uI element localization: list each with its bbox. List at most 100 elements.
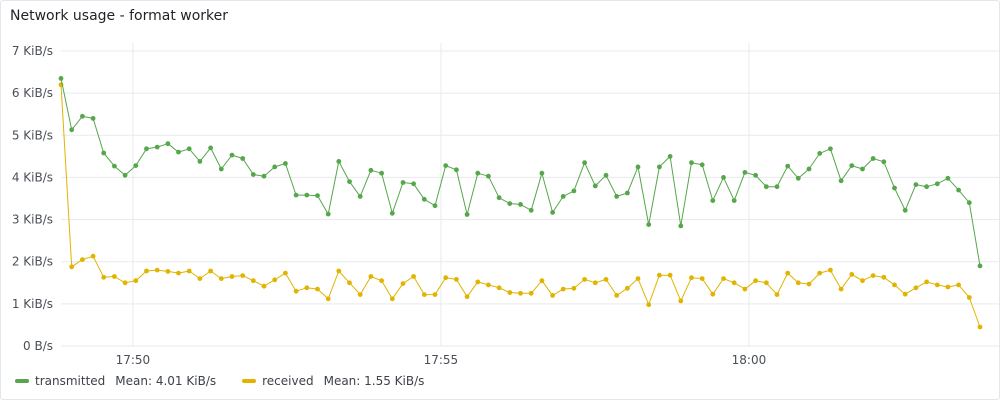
data-point-transmitted [90,116,96,121]
data-point-received [357,292,363,297]
data-point-transmitted [389,210,395,216]
data-point-transmitted [550,210,555,215]
data-point-transmitted [101,150,107,156]
data-point-transmitted [528,207,534,213]
data-point-received [347,280,352,286]
data-point-transmitted [411,181,416,187]
series-line-transmitted [60,78,981,266]
data-point-transmitted [774,184,780,190]
data-point-received [870,273,876,278]
data-point-received [753,278,758,284]
data-point-received [411,274,416,279]
data-point-transmitted [635,164,641,170]
data-point-transmitted [849,163,855,169]
data-point-transmitted [464,212,470,217]
legend-item-received[interactable]: received Mean: 1.55 KiB/s [242,374,424,388]
data-point-transmitted [699,162,705,168]
data-point-transmitted [518,202,523,207]
data-point-received [389,296,395,302]
data-point-received [678,298,684,304]
data-point-transmitted [582,160,587,166]
data-point-received [518,290,523,296]
data-point-received [69,264,75,270]
data-point-transmitted [133,163,139,169]
y-tick-label: 2 KiB/s [12,255,53,269]
data-point-transmitted [571,188,577,194]
data-point-received [261,283,267,289]
data-point-received [892,282,897,288]
data-point-received [165,269,171,274]
legend: transmitted Mean: 4.01 KiB/s received Me… [15,374,424,388]
data-point-transmitted [58,76,64,81]
legend-label-transmitted: transmitted [35,374,106,388]
data-point-received [186,268,192,274]
data-point-received [443,275,449,281]
data-point-transmitted [475,170,481,176]
data-point-transmitted [283,161,288,166]
data-point-received [229,274,235,279]
data-point-received [635,276,641,281]
data-point-received [795,280,801,286]
data-point-received [197,276,203,281]
data-point-received [304,285,310,291]
data-point-received [368,274,374,279]
data-point-transmitted [934,181,940,187]
legend-swatch-received [242,379,257,383]
data-point-transmitted [496,195,502,201]
data-point-transmitted [539,170,545,176]
data-point-transmitted [603,172,609,178]
data-point-transmitted [742,170,748,175]
y-tick-label: 1 KiB/s [12,297,53,311]
data-point-transmitted [881,159,887,165]
y-tick-label: 0 B/s [23,339,53,353]
data-point-transmitted [368,167,374,173]
data-point-received [379,278,384,284]
data-point-transmitted [710,198,716,204]
legend-item-transmitted[interactable]: transmitted Mean: 4.01 KiB/s [15,374,216,388]
data-point-received [112,274,117,279]
data-point-transmitted [379,170,384,176]
data-point-received [571,285,577,291]
data-point-received [336,268,342,274]
data-point-transmitted [753,172,758,178]
data-point-received [731,280,737,286]
data-point-transmitted [112,163,117,169]
data-point-transmitted [218,166,224,172]
data-point-transmitted [176,149,181,155]
data-point-received [507,290,513,295]
data-point-transmitted [154,144,160,150]
data-point-transmitted [592,183,598,189]
data-point-transmitted [838,178,844,184]
x-tick-label: 17:50 [116,353,151,367]
legend-swatch-transmitted [15,379,29,383]
y-tick-label: 5 KiB/s [12,128,53,142]
y-tick-label: 6 KiB/s [12,86,53,100]
data-point-transmitted [229,152,235,158]
data-point-transmitted [956,187,961,193]
panel-title[interactable]: Network usage - format worker [10,8,229,24]
data-point-transmitted [795,175,801,181]
data-point-received [400,281,406,286]
y-tick-label: 3 KiB/s [12,213,53,227]
data-point-received [902,291,908,297]
data-point-received [315,286,320,292]
data-point-received [785,270,791,276]
data-point-transmitted [486,173,491,179]
data-point-received [550,293,555,298]
data-point-transmitted [80,113,85,119]
data-point-received [539,278,545,284]
data-point-transmitted [165,141,171,147]
data-point-received [101,274,107,280]
data-point-transmitted [261,173,267,179]
data-point-received [774,292,780,297]
data-point-received [924,279,929,285]
data-point-transmitted [646,222,652,228]
data-point-received [817,270,823,276]
data-point-transmitted [347,179,352,185]
data-point-received [432,292,438,297]
data-point-received [464,294,470,300]
data-point-received [582,277,587,282]
legend-mean-received: Mean: 1.55 KiB/s [323,374,425,388]
